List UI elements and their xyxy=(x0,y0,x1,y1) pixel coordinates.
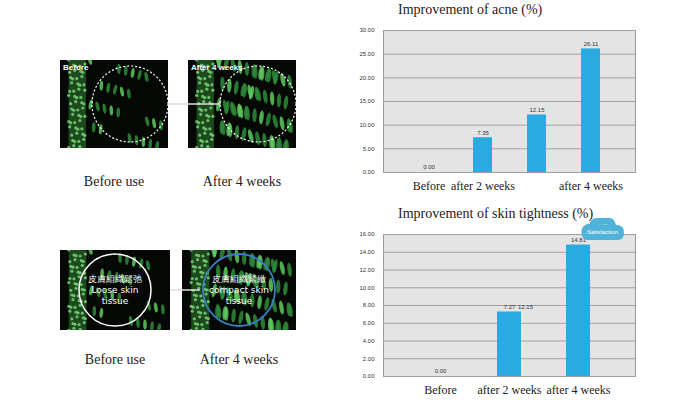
svg-text:Before: Before xyxy=(63,63,89,72)
svg-text:after 4 weeks: after 4 weeks xyxy=(559,179,623,193)
svg-text:Loose skin: Loose skin xyxy=(91,285,138,295)
svg-text:15.00: 15.00 xyxy=(359,98,375,104)
svg-text:12.15: 12.15 xyxy=(529,107,545,113)
svg-text:100%Satisfaction: 100%Satisfaction xyxy=(587,223,618,236)
svg-text:20.00: 20.00 xyxy=(359,75,375,81)
html-text:Improvement of skin tightness: Improvement of skin tightness (%) xyxy=(398,206,594,221)
html-text:Improvement of acne (%): Improvement of acne (%) xyxy=(398,2,543,17)
svg-text:12.00: 12.00 xyxy=(359,267,375,273)
svg-text:0.00: 0.00 xyxy=(363,169,375,175)
svg-text:tissue: tissue xyxy=(102,296,129,306)
svg-text:after 2 weeks: after 2 weeks xyxy=(451,179,515,193)
svg-text:4.00: 4.00 xyxy=(363,338,375,344)
svg-text:compact skin: compact skin xyxy=(209,285,269,295)
svg-text:tissue: tissue xyxy=(226,296,253,306)
svg-text:5.00: 5.00 xyxy=(363,146,375,152)
svg-text:0.00: 0.00 xyxy=(423,164,435,170)
svg-text:26.11: 26.11 xyxy=(584,41,599,47)
svg-text:14.81: 14.81 xyxy=(571,237,587,243)
svg-text:after 4 weeks: after 4 weeks xyxy=(547,383,611,397)
svg-text:10.00: 10.00 xyxy=(359,122,375,128)
svg-text:皮膚組織鬆弛: 皮膚組織鬆弛 xyxy=(88,274,142,284)
svg-text:7.27: 7.27 xyxy=(504,304,516,310)
svg-text:7.35: 7.35 xyxy=(477,130,489,136)
svg-text:30.00: 30.00 xyxy=(359,27,375,33)
svg-text:16.00: 16.00 xyxy=(359,231,375,237)
svg-text:2.00: 2.00 xyxy=(363,356,375,362)
svg-text:Before: Before xyxy=(413,179,446,193)
svg-text:0.00: 0.00 xyxy=(435,368,447,374)
svg-text:After 4 weeks: After 4 weeks xyxy=(191,63,243,72)
svg-text:Before: Before xyxy=(424,383,457,397)
svg-text:6.00: 6.00 xyxy=(363,320,375,326)
svg-text:10.00: 10.00 xyxy=(359,285,375,291)
svg-text:12.15: 12.15 xyxy=(518,304,534,310)
svg-text:8.00: 8.00 xyxy=(363,302,375,308)
svg-text:25.00: 25.00 xyxy=(359,51,375,57)
html-text:Before use: Before use xyxy=(84,352,146,367)
html-text:After 4 weeks: After 4 weeks xyxy=(199,352,279,367)
svg-text:0.00: 0.00 xyxy=(363,373,375,379)
html-text:After 4 weeks: After 4 weeks xyxy=(202,174,282,189)
svg-text:14.00: 14.00 xyxy=(359,249,375,255)
svg-text:after 2 weeks: after 2 weeks xyxy=(478,383,542,397)
svg-text:皮膚組織緊緻: 皮膚組織緊緻 xyxy=(212,274,266,284)
html-text:Before use: Before use xyxy=(83,174,145,189)
